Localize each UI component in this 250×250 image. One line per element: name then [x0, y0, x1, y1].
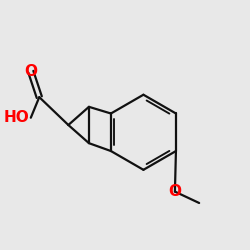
Text: HO: HO [4, 110, 30, 125]
Text: O: O [168, 184, 181, 199]
Text: O: O [24, 64, 37, 79]
